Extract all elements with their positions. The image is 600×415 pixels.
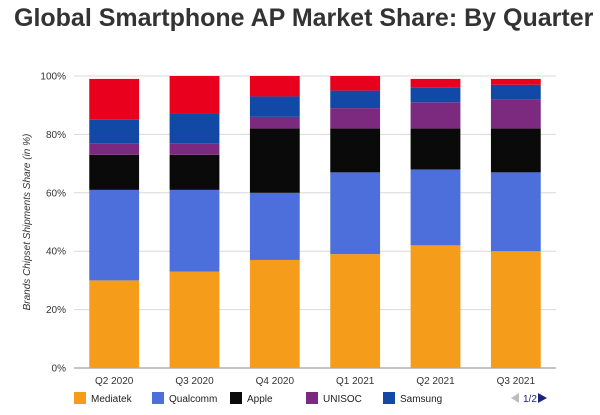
y-tick-label: 40% (46, 247, 66, 258)
legend-swatch-apple (230, 392, 242, 404)
bar-mediatek-q2-2021 (410, 245, 461, 368)
bar-others-q2-2020 (89, 78, 140, 120)
legend-label-unisoc: UNISOC (323, 394, 362, 405)
bar-apple-q3-2020 (169, 154, 220, 190)
y-tick-label: 100% (40, 72, 66, 83)
y-tick-label: 80% (46, 130, 66, 141)
bar-mediatek-q3-2020 (169, 271, 220, 368)
x-tick-label: Q2 2020 (95, 376, 134, 387)
legend-label-apple: Apple (247, 394, 273, 405)
legend-next-icon[interactable] (538, 393, 547, 403)
legend-page-indicator: 1/2 (523, 394, 537, 405)
legend-swatch-samsung (383, 392, 395, 404)
x-tick-label: Q3 2021 (497, 376, 536, 387)
bar-mediatek-q1-2021 (330, 254, 381, 368)
bar-qualcomm-q2-2020 (89, 189, 140, 281)
bar-apple-q4-2020 (249, 128, 300, 193)
x-tick-label: Q1 2021 (336, 376, 375, 387)
bar-others-q4-2020 (249, 76, 300, 97)
bar-unisoc-q2-2021 (410, 102, 461, 129)
bar-samsung-q1-2021 (330, 90, 381, 109)
x-tick-label: Q4 2020 (256, 376, 295, 387)
bar-mediatek-q3-2021 (490, 251, 541, 368)
bar-unisoc-q4-2020 (249, 116, 300, 129)
y-axis-label: Brands Chipset Shipments Share (in %) (22, 134, 33, 311)
legend-prev-icon[interactable] (511, 393, 519, 403)
bar-qualcomm-q4-2020 (249, 192, 300, 260)
legend-swatch-qualcomm (152, 392, 164, 404)
bar-qualcomm-q2-2021 (410, 169, 461, 246)
bar-others-q3-2020 (169, 76, 220, 114)
bar-samsung-q4-2020 (249, 96, 300, 117)
bar-apple-q3-2021 (490, 128, 541, 173)
bar-samsung-q3-2020 (169, 113, 220, 144)
y-tick-label: 0% (52, 364, 67, 375)
bar-samsung-q2-2020 (89, 119, 140, 144)
bar-mediatek-q2-2020 (89, 280, 140, 368)
bar-others-q2-2021 (410, 78, 461, 88)
legend-swatch-mediatek (74, 392, 86, 404)
y-tick-label: 60% (46, 188, 66, 199)
x-tick-label: Q3 2020 (175, 376, 214, 387)
bar-apple-q2-2020 (89, 154, 140, 190)
legend-label-samsung: Samsung (400, 394, 442, 405)
bar-qualcomm-q3-2020 (169, 189, 220, 272)
y-tick-label: 20% (46, 305, 66, 316)
bar-unisoc-q1-2021 (330, 108, 381, 129)
legend-swatch-unisoc (306, 392, 318, 404)
bar-others-q1-2021 (330, 76, 381, 91)
legend-label-qualcomm: Qualcomm (169, 394, 217, 405)
bar-qualcomm-q1-2021 (330, 172, 381, 255)
x-tick-label: Q2 2021 (416, 376, 455, 387)
bar-others-q3-2021 (490, 78, 541, 85)
bar-mediatek-q4-2020 (249, 259, 300, 368)
bar-samsung-q2-2021 (410, 87, 461, 103)
bar-unisoc-q2-2020 (89, 143, 140, 155)
chart-title: Global Smartphone AP Market Share: By Qu… (14, 4, 594, 32)
bar-unisoc-q3-2020 (169, 143, 220, 155)
legend-label-mediatek: Mediatek (91, 394, 133, 405)
bar-unisoc-q3-2021 (490, 99, 541, 129)
bar-apple-q1-2021 (330, 128, 381, 173)
bar-samsung-q3-2021 (490, 84, 541, 100)
bar-qualcomm-q3-2021 (490, 172, 541, 252)
bar-apple-q2-2021 (410, 128, 461, 170)
